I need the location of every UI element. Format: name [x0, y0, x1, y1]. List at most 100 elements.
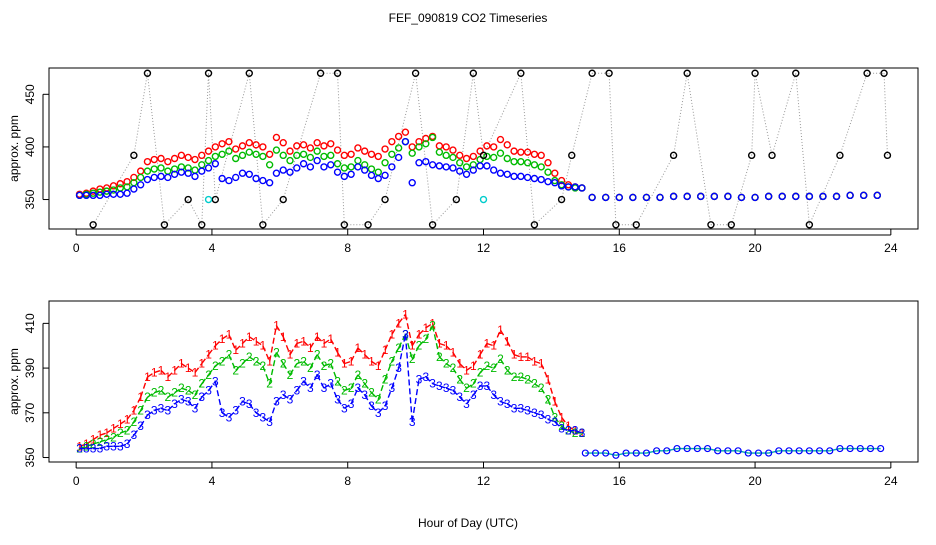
series-segment-2	[214, 360, 223, 367]
series-segment-1	[303, 340, 311, 349]
point-ch2	[143, 167, 152, 175]
series-segment-2	[255, 360, 264, 367]
point-label-2: 2	[497, 352, 504, 366]
point-ref	[605, 69, 613, 77]
point-ref	[89, 221, 97, 229]
series-segment-2	[99, 438, 107, 443]
series-segment-3	[214, 381, 223, 413]
point-ch2	[320, 152, 328, 161]
point-label-2: 2	[144, 390, 151, 404]
series-segment-1	[371, 360, 379, 367]
x-tick-label: 12	[477, 474, 491, 488]
point-ch2	[333, 160, 342, 168]
series-segment-3	[289, 390, 298, 400]
series-segment-3	[303, 381, 311, 389]
point-label-1: 1	[266, 354, 273, 368]
point-cal	[826, 447, 834, 455]
y-axis-label: approx. ppm	[7, 115, 21, 182]
point-label-1: 1	[117, 417, 124, 431]
point-ch3	[130, 185, 138, 193]
point-label-1: 1	[579, 426, 586, 440]
point-ch3	[571, 183, 579, 191]
point-label-3: 3	[558, 421, 565, 435]
point-label-3: 3	[76, 442, 83, 456]
ref-connector	[808, 155, 841, 225]
point-ch1	[245, 139, 253, 147]
point-label-1: 1	[436, 336, 443, 350]
series-segment-1	[194, 363, 203, 373]
series-segment-2	[167, 392, 175, 398]
point-ch2	[191, 166, 199, 174]
point-label-2: 2	[239, 357, 246, 371]
point-cal	[653, 447, 661, 455]
point-ch1	[265, 150, 274, 158]
point-ch1	[157, 154, 165, 163]
series-segment-1	[85, 439, 94, 445]
y-tick-label: 450	[23, 84, 37, 104]
point-ch3	[327, 161, 335, 169]
point-label-2: 2	[545, 392, 552, 406]
point-ch2	[109, 186, 118, 194]
point-label-3: 3	[504, 397, 511, 411]
series-segment-1	[445, 345, 454, 353]
series-segment-2	[493, 358, 502, 369]
series-segment-3	[411, 379, 420, 422]
point-label-2: 2	[334, 375, 341, 389]
point-ch3	[198, 167, 206, 175]
series-segment-3	[493, 394, 501, 403]
x-tick-label: 0	[73, 241, 80, 255]
ref-connector	[571, 73, 593, 156]
series-segment-1	[201, 354, 210, 365]
series-segment-cal	[646, 450, 657, 454]
point-ch3	[123, 189, 131, 197]
point-ch1	[483, 142, 491, 150]
series-segment-2	[248, 356, 257, 362]
point-ch1	[367, 150, 376, 158]
point-ch3	[873, 191, 881, 200]
point-label-1: 1	[103, 426, 110, 440]
point-ch3	[109, 190, 118, 198]
point-label-3: 3	[477, 379, 484, 393]
point-ch3	[517, 172, 525, 181]
x-tick-label: 8	[344, 241, 351, 255]
point-ch3	[588, 193, 596, 202]
point-label-2: 2	[531, 377, 538, 391]
point-label-1: 1	[341, 357, 348, 371]
point-label-1: 1	[422, 321, 429, 335]
point-label-2: 2	[579, 426, 586, 440]
point-ch3	[164, 173, 172, 182]
series-segment-2	[174, 387, 182, 394]
point-label-2: 2	[205, 368, 212, 382]
series-segment-1	[228, 334, 237, 351]
series-segment-1	[486, 342, 494, 347]
point-ch2	[428, 133, 437, 142]
series-segment-3	[397, 334, 407, 369]
point-label-2: 2	[450, 361, 457, 375]
point-ref	[588, 69, 596, 77]
ref-connector	[248, 73, 264, 225]
ref-connector	[483, 73, 522, 156]
point-label-1: 1	[497, 323, 504, 337]
point-ch3	[306, 163, 315, 171]
point-ch1	[204, 147, 213, 155]
x-tick-label: 8	[344, 474, 351, 488]
point-ch3	[367, 171, 376, 180]
point-label-2: 2	[395, 341, 402, 355]
point-ch1	[191, 155, 199, 164]
point-ch1	[225, 137, 233, 146]
point-ch1	[422, 134, 430, 143]
point-ch3	[279, 166, 287, 174]
point-ref	[836, 151, 844, 160]
series-segment-3	[133, 425, 142, 436]
series-segment-1	[99, 432, 107, 436]
point-ref	[211, 195, 220, 204]
point-ch3	[238, 169, 247, 177]
series-segment-1	[452, 352, 461, 364]
point-ch2	[523, 159, 532, 167]
series-segment-1	[534, 360, 542, 365]
point-ch2	[408, 149, 416, 157]
point-ref	[530, 221, 539, 229]
point-ref	[568, 151, 576, 160]
series-segment-1	[493, 329, 502, 347]
point-label-3: 3	[151, 404, 158, 418]
